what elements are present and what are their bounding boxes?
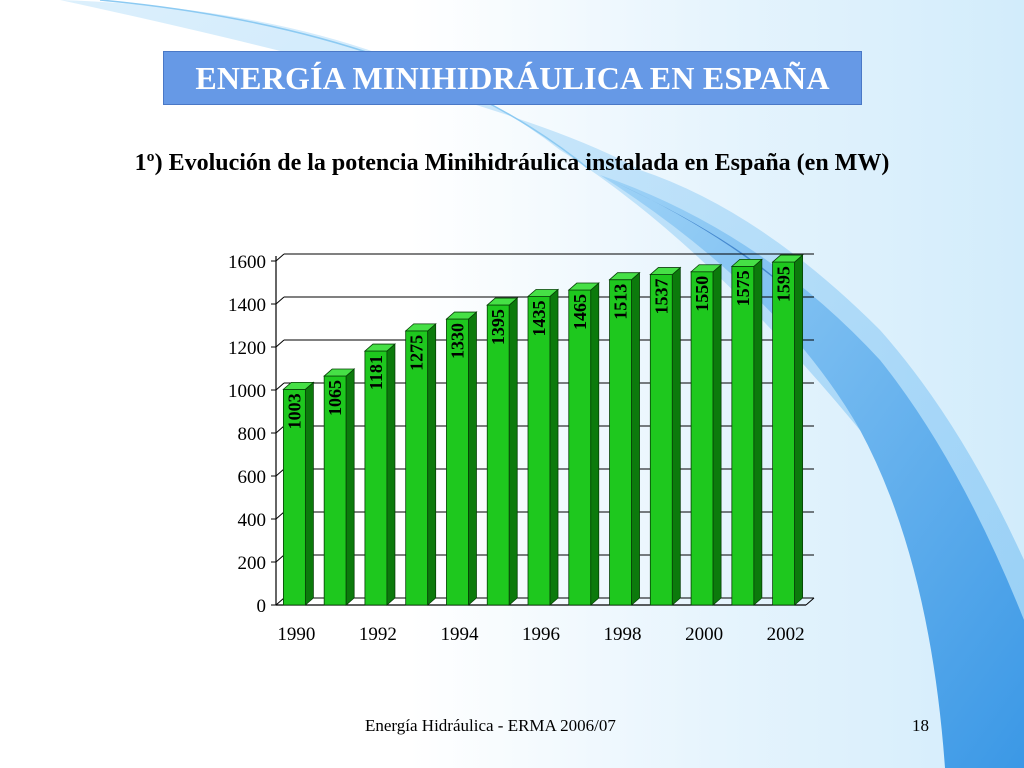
y-tick-label: 200 xyxy=(238,553,267,574)
y-tick-label: 1200 xyxy=(228,338,266,359)
bar-side xyxy=(549,288,559,606)
y-tick-label: 0 xyxy=(257,596,267,617)
bar-top xyxy=(282,381,315,390)
y-tick-label: 1000 xyxy=(228,381,266,402)
footer-text: Energía Hidráulica - ERMA 2006/07 xyxy=(365,716,616,735)
bar xyxy=(649,274,673,606)
x-tick-label: 1998 xyxy=(604,624,642,645)
data-label: 1550 xyxy=(692,276,712,312)
data-label: 1065 xyxy=(325,380,345,416)
data-label: 1435 xyxy=(529,300,549,336)
data-label: 1181 xyxy=(366,355,386,390)
grid-line-diag xyxy=(275,597,285,606)
grid-line-diag xyxy=(275,468,285,477)
grid-line-diag xyxy=(275,425,285,434)
y-tick-label: 1400 xyxy=(228,295,266,316)
bar-top xyxy=(567,282,600,291)
slide-title: ENERGÍA MINIHIDRÁULICA EN ESPAÑA xyxy=(163,51,862,105)
data-label: 1395 xyxy=(488,309,508,345)
bar-side xyxy=(671,266,681,606)
x-tick-label: 2000 xyxy=(685,624,723,645)
grid-line-diag xyxy=(275,296,285,305)
bar-top xyxy=(323,368,356,377)
data-label: 1275 xyxy=(407,335,427,371)
bar-top xyxy=(445,311,478,320)
grid-line-diag xyxy=(275,382,285,391)
bar-side xyxy=(590,282,600,606)
data-label: 1513 xyxy=(611,284,631,320)
bar-top xyxy=(690,264,723,273)
bar-side xyxy=(712,263,722,606)
grid-line-diag xyxy=(275,554,285,563)
x-axis-depth xyxy=(805,597,815,606)
bar xyxy=(446,318,469,606)
bar-side xyxy=(508,297,518,606)
bar-side xyxy=(753,258,763,606)
grid-line-diag xyxy=(275,253,285,262)
bar xyxy=(690,271,714,606)
bar-top xyxy=(526,289,560,297)
bar-side xyxy=(427,322,437,606)
bar-side xyxy=(345,368,355,606)
data-label: 1330 xyxy=(447,323,467,359)
bar-top xyxy=(486,297,519,306)
y-tick-label: 1600 xyxy=(228,252,266,273)
data-label: 1575 xyxy=(733,270,753,306)
bar xyxy=(568,289,592,606)
bar-top xyxy=(404,323,437,332)
bar xyxy=(405,330,429,606)
bar-top xyxy=(608,272,641,281)
x-tick-label: 2002 xyxy=(767,624,805,645)
data-label: 1003 xyxy=(284,393,304,429)
x-tick-label: 1994 xyxy=(440,624,479,645)
bar-side xyxy=(468,311,477,606)
bar xyxy=(527,296,551,606)
x-tick-label: 1996 xyxy=(522,624,560,645)
x-tick-label: 1992 xyxy=(359,624,397,645)
y-tick-label: 800 xyxy=(238,424,267,445)
data-label: 1537 xyxy=(651,279,671,315)
bar-top xyxy=(649,267,682,275)
data-label: 1595 xyxy=(774,266,794,302)
bar xyxy=(486,304,510,606)
bar-side xyxy=(304,381,314,606)
bar xyxy=(609,279,632,606)
bar-top xyxy=(771,254,804,263)
bar-top xyxy=(730,258,763,267)
bar xyxy=(731,265,755,606)
page-number: 18 xyxy=(912,716,929,735)
data-label: 1465 xyxy=(570,294,590,330)
bar-side xyxy=(794,254,804,606)
y-tick-label: 600 xyxy=(238,467,267,488)
bar-side xyxy=(631,271,640,606)
bar xyxy=(772,261,796,606)
bar-side xyxy=(386,343,396,606)
grid-line-diag xyxy=(275,339,285,348)
x-tick-label: 1990 xyxy=(277,624,315,645)
bar-top xyxy=(363,343,396,352)
grid-line-diag xyxy=(275,511,285,520)
slide-subtitle: 1º) Evolución de la potencia Minihidrául… xyxy=(134,150,890,176)
y-tick-label: 400 xyxy=(238,510,267,531)
